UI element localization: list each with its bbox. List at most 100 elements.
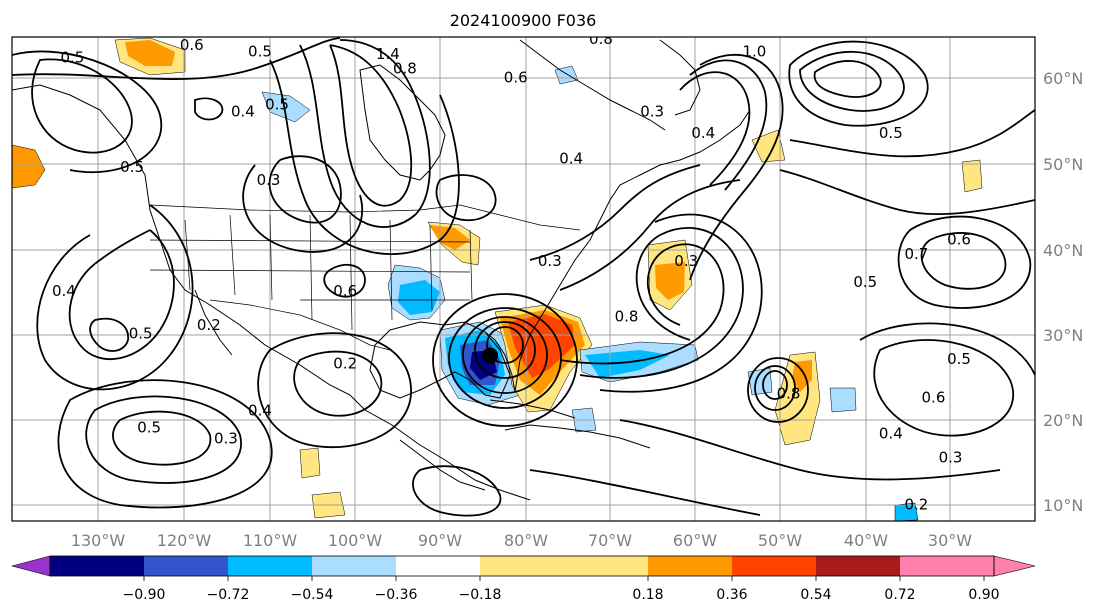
contour-n-atlantic-3	[679, 71, 751, 186]
colorbar-segment-5	[396, 556, 480, 576]
contour-top-wave	[12, 37, 341, 80]
contour-plains	[323, 263, 366, 298]
contour-atl-trough-1	[559, 243, 725, 365]
contour-hudson-3	[269, 59, 460, 255]
contour-central-2	[242, 164, 364, 253]
contour-mexico-2	[257, 332, 412, 449]
contour-label: 1.4	[376, 45, 400, 63]
contour-atl-trough-3	[599, 213, 763, 393]
contour-atl-trough-2	[579, 227, 744, 379]
contour-west-1	[68, 229, 175, 361]
lon-label-90w: 90°W	[418, 531, 462, 550]
contour-great-lakes	[435, 174, 497, 222]
lon-label-50w: 50°W	[758, 531, 802, 550]
contour-storm-ring-4	[448, 307, 562, 409]
state-lines-central	[349, 214, 473, 331]
colorbar-segment-8	[732, 556, 816, 576]
contour-label: 0.4	[52, 282, 76, 300]
colorbar-segment-10	[900, 556, 994, 576]
contour-nw-2	[12, 50, 163, 174]
contour-mid-atl-1	[529, 164, 701, 261]
contour-label: 0.5	[947, 350, 971, 368]
warm-shade-atlantic-mid-core	[655, 262, 685, 300]
contour-east-upper-2	[789, 109, 1035, 158]
contour-label: 0.5	[853, 273, 877, 291]
coast-pacific-nw	[12, 84, 531, 501]
contour-east-mid-2	[897, 215, 1031, 309]
contour-label: 0.4	[231, 102, 255, 120]
contour-n-atlantic-2	[689, 59, 768, 191]
warm-shade-pacific-s	[299, 447, 321, 479]
coast-caribbean	[504, 424, 651, 449]
colorbar-segment-1	[50, 556, 144, 576]
map-title: 2024100900 F036	[450, 11, 597, 30]
colorbar-segment-6	[480, 556, 648, 576]
coast-cuba	[489, 399, 576, 419]
contour-label: 0.4	[559, 149, 583, 167]
map-background	[12, 37, 1035, 521]
contour-label: 0.5	[879, 124, 903, 142]
map-content: 0.6 0.50.5 1.40.8 0.60.81.00.4 0.50.30.50.30…	[12, 37, 1035, 521]
contours	[12, 37, 1035, 517]
lat-label-50n: 50°N	[1043, 155, 1083, 174]
colorbar-segment-9	[816, 556, 900, 576]
cool-shade-hudson	[261, 91, 311, 123]
lat-label-10n: 10°N	[1043, 496, 1083, 515]
colorbar-tick-label: −0.18	[459, 587, 502, 603]
contour-east-cell-3	[747, 357, 809, 423]
cool-shade-east-cell	[747, 367, 773, 396]
contour-label: 1.0	[742, 43, 766, 61]
contour-pacific-1	[89, 317, 129, 352]
contour-label: 0.4	[248, 401, 272, 419]
contour-label: 0.7	[904, 245, 928, 263]
cool-shade-south	[894, 502, 919, 521]
contour-mexico-1	[293, 350, 383, 417]
contour-ne-high-1	[799, 50, 905, 112]
contour-label: 0.4	[879, 424, 903, 442]
contour-east-cell-2	[754, 365, 796, 411]
contour-label: 0.3	[257, 171, 281, 189]
contour-label: 0.2	[197, 316, 221, 334]
colorbar-segment-3	[228, 556, 312, 576]
lon-label-110w: 110°W	[243, 531, 298, 550]
storm-center-marker	[482, 347, 499, 364]
contour-east-south-2	[859, 322, 1035, 376]
contour-label: 0.6	[922, 389, 946, 407]
contour-label: 0.6	[333, 282, 357, 300]
contour-label: 0.2	[333, 354, 357, 372]
contour-hudson-1	[329, 44, 413, 207]
contour-east-south-1	[873, 339, 1015, 437]
lat-label-20n: 20°N	[1043, 411, 1083, 430]
colorbar-tick-label: 0.18	[632, 587, 663, 603]
lon-label-30w: 30°W	[928, 531, 972, 550]
contour-subtrop-2	[529, 469, 761, 516]
contour-label: 0.5	[129, 324, 153, 342]
colorbar-segment-0	[10, 555, 51, 577]
map-frame	[11, 36, 1036, 522]
coast-labrador	[519, 39, 666, 131]
lon-label-60w: 60°W	[673, 531, 717, 550]
colorbar-tick-label: −0.90	[123, 587, 166, 603]
contour-label: 0.3	[538, 252, 562, 270]
border-us-canada	[149, 204, 581, 231]
coast-central-america	[399, 439, 486, 491]
colorbar-tick-label: 0.72	[884, 587, 915, 603]
contour-ne-high-2	[788, 40, 929, 127]
lat-label-60n: 60°N	[1043, 69, 1083, 88]
contour-label: 0.5	[60, 49, 84, 67]
colorbar-tick-label: 0.90	[968, 587, 999, 603]
colorbar-tick-label: −0.72	[207, 587, 250, 603]
cool-shade-texas-core	[398, 280, 440, 315]
colorbar-tick-label: 0.54	[800, 587, 831, 603]
lon-label-130w: 130°W	[71, 531, 126, 550]
colorbar-tick-label: −0.54	[291, 587, 334, 603]
colorbar: −0.90 −0.72 −0.54 −0.36 −0.18 0.18 0.36 …	[10, 555, 1036, 603]
coastlines	[12, 39, 751, 501]
colorbar-segment-4	[312, 556, 396, 576]
contour-label: 0.4	[691, 124, 715, 142]
lat-label-30n: 30°N	[1043, 326, 1083, 345]
lon-label-70w: 70°W	[588, 531, 632, 550]
lon-label-80w: 80°W	[504, 531, 548, 550]
contour-label: 0.2	[904, 495, 928, 513]
